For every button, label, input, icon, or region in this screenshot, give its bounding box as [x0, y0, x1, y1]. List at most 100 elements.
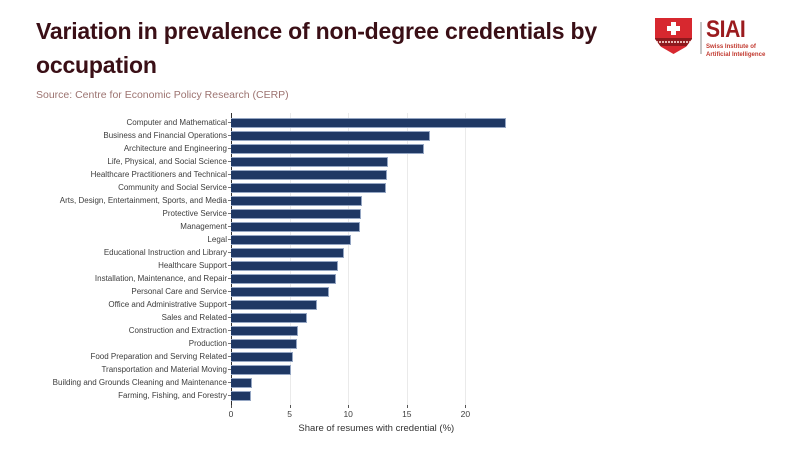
- logo-divider: [700, 22, 702, 54]
- category-tick: [228, 148, 231, 149]
- category-label: Food Preparation and Serving Related: [90, 352, 227, 361]
- bar-row: Protective Service: [36, 207, 776, 220]
- bar: [231, 273, 337, 284]
- bar-row: Production: [36, 337, 776, 350]
- category-label: Construction and Extraction: [128, 326, 227, 335]
- x-ticklabel: 5: [287, 409, 292, 419]
- category-label: Community and Social Service: [118, 183, 227, 192]
- bar: [231, 247, 344, 258]
- bar: [231, 286, 330, 297]
- bar: [231, 156, 389, 167]
- bar: [231, 390, 251, 401]
- bar-row: Healthcare Support: [36, 259, 776, 272]
- x-ticklabel: 10: [343, 409, 353, 419]
- category-label: Healthcare Support: [158, 261, 227, 270]
- bar: [231, 195, 363, 206]
- category-tick: [228, 343, 231, 344]
- bar-row: Architecture and Engineering: [36, 142, 776, 155]
- bar: [231, 338, 297, 349]
- category-label: Business and Financial Operations: [103, 131, 227, 140]
- bar-row: Computer and Mathematical: [36, 116, 776, 129]
- bar: [231, 351, 294, 362]
- bar-row: Educational Instruction and Library: [36, 246, 776, 259]
- x-axis: 0 5 10 15 20: [36, 403, 776, 433]
- bar: [231, 325, 298, 336]
- logo-subtitle: Swiss Institute of Artificial Intelligen…: [706, 43, 765, 58]
- bar: [231, 364, 291, 375]
- bar-row: Food Preparation and Serving Related: [36, 350, 776, 363]
- x-tickmark: [231, 405, 232, 408]
- category-label: Healthcare Practitioners and Technical: [90, 170, 227, 179]
- category-tick: [228, 239, 231, 240]
- category-tick: [228, 200, 231, 201]
- bar-row: Building and Grounds Cleaning and Mainte…: [36, 376, 776, 389]
- shield-ribbon: [655, 38, 692, 46]
- category-tick: [228, 252, 231, 253]
- siai-shield-icon: [655, 18, 692, 54]
- category-tick: [228, 278, 231, 279]
- bar: [231, 143, 425, 154]
- category-label: Computer and Mathematical: [126, 118, 228, 127]
- bar-row: Personal Care and Service: [36, 285, 776, 298]
- category-label: Educational Instruction and Library: [103, 248, 227, 257]
- bar-row: Transportation and Material Moving: [36, 363, 776, 376]
- bar: [231, 182, 386, 193]
- x-ticklabel: 15: [402, 409, 412, 419]
- bar: [231, 234, 351, 245]
- category-label: Farming, Fishing, and Forestry: [118, 391, 227, 400]
- category-tick: [228, 161, 231, 162]
- ribbon-microtext: [656, 41, 691, 43]
- category-label: Protective Service: [162, 209, 227, 218]
- swiss-cross-icon: [667, 26, 680, 31]
- bar: [231, 377, 253, 388]
- category-tick: [228, 122, 231, 123]
- category-label: Production: [188, 339, 227, 348]
- category-label: Transportation and Material Moving: [101, 365, 227, 374]
- category-label: Management: [180, 222, 227, 231]
- bar-row: Healthcare Practitioners and Technical: [36, 168, 776, 181]
- bar-row: Community and Social Service: [36, 181, 776, 194]
- category-label: Arts, Design, Entertainment, Sports, and…: [59, 196, 227, 205]
- source-caption: Source: Centre for Economic Policy Resea…: [36, 89, 289, 101]
- x-ticklabel: 20: [460, 409, 471, 419]
- x-axis-label: Share of resumes with credential (%): [298, 423, 455, 434]
- bar: [231, 221, 360, 232]
- bar-row: Installation, Maintenance, and Repair: [36, 272, 776, 285]
- x-tickmark: [465, 405, 467, 408]
- siai-logo: SIAI Swiss Institute of Artificial Intel…: [655, 15, 775, 61]
- category-tick: [228, 369, 231, 370]
- x-tickmark: [348, 405, 350, 408]
- bar-row: Business and Financial Operations: [36, 129, 776, 142]
- bar: [231, 299, 317, 310]
- x-ticklabel: 0: [228, 409, 234, 419]
- category-tick: [228, 174, 231, 175]
- bar: [231, 117, 507, 128]
- bar-row: Legal: [36, 233, 776, 246]
- bar-row: Life, Physical, and Social Science: [36, 155, 776, 168]
- bar-row: Management: [36, 220, 776, 233]
- bar-rows: Computer and Mathematical Business and Fi…: [36, 116, 776, 402]
- bar: [231, 169, 387, 180]
- category-tick: [228, 304, 231, 305]
- category-tick: [228, 356, 231, 357]
- category-tick: [228, 395, 231, 396]
- category-tick: [228, 135, 231, 136]
- logo-subtitle-line1: Swiss Institute of: [706, 43, 756, 50]
- category-tick: [228, 291, 231, 292]
- bar: [231, 312, 308, 323]
- category-tick: [228, 226, 231, 227]
- category-tick: [228, 187, 231, 188]
- bar-row: Construction and Extraction: [36, 324, 776, 337]
- category-label: Building and Grounds Cleaning and Mainte…: [52, 378, 227, 387]
- category-tick: [228, 265, 231, 266]
- category-label: Office and Administrative Support: [108, 300, 227, 309]
- bar: [231, 208, 362, 219]
- bar-row: Farming, Fishing, and Forestry: [36, 389, 776, 402]
- logo-subtitle-line2: Artificial Intelligence: [706, 50, 766, 58]
- category-label: Sales and Related: [161, 313, 227, 322]
- bar: [231, 260, 338, 271]
- category-label: Legal: [207, 235, 227, 244]
- x-tickmark: [289, 405, 291, 408]
- x-tickmark: [406, 405, 408, 408]
- category-label: Installation, Maintenance, and Repair: [94, 274, 227, 283]
